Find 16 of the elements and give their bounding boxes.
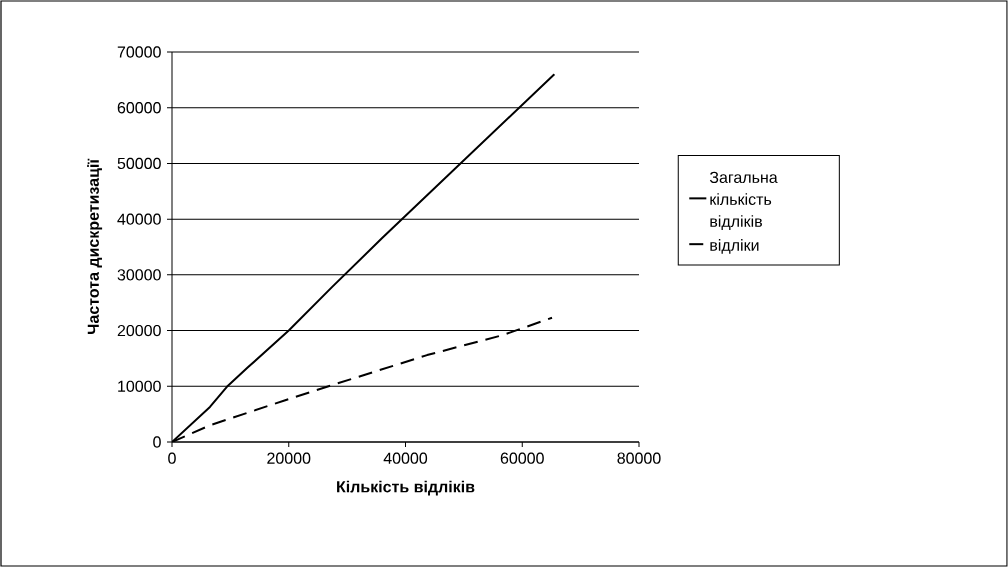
x-tick-label: 80000 [617, 452, 661, 464]
x-axis-title: Кількість відліків [337, 480, 475, 496]
x-tick-label: 0 [168, 452, 176, 464]
y-tick-label: 40000 [117, 213, 161, 225]
y-tick-label: 20000 [117, 324, 161, 337]
x-tick-label: 40000 [383, 452, 428, 464]
y-tick-label: 0 [153, 436, 161, 448]
y-tick-label: 50000 [117, 157, 161, 170]
y-tick-label: 30000 [117, 269, 161, 281]
legend-label: відліки [710, 239, 759, 254]
y-tick-label: 10000 [118, 380, 161, 392]
y-axis-title: Частота дискретизації [87, 158, 103, 334]
x-tick-label: 60000 [500, 452, 544, 464]
y-tick-label: 70000 [117, 46, 161, 58]
y-tick-label: 60000 [117, 102, 161, 114]
x-tick-label: 20000 [267, 452, 311, 464]
